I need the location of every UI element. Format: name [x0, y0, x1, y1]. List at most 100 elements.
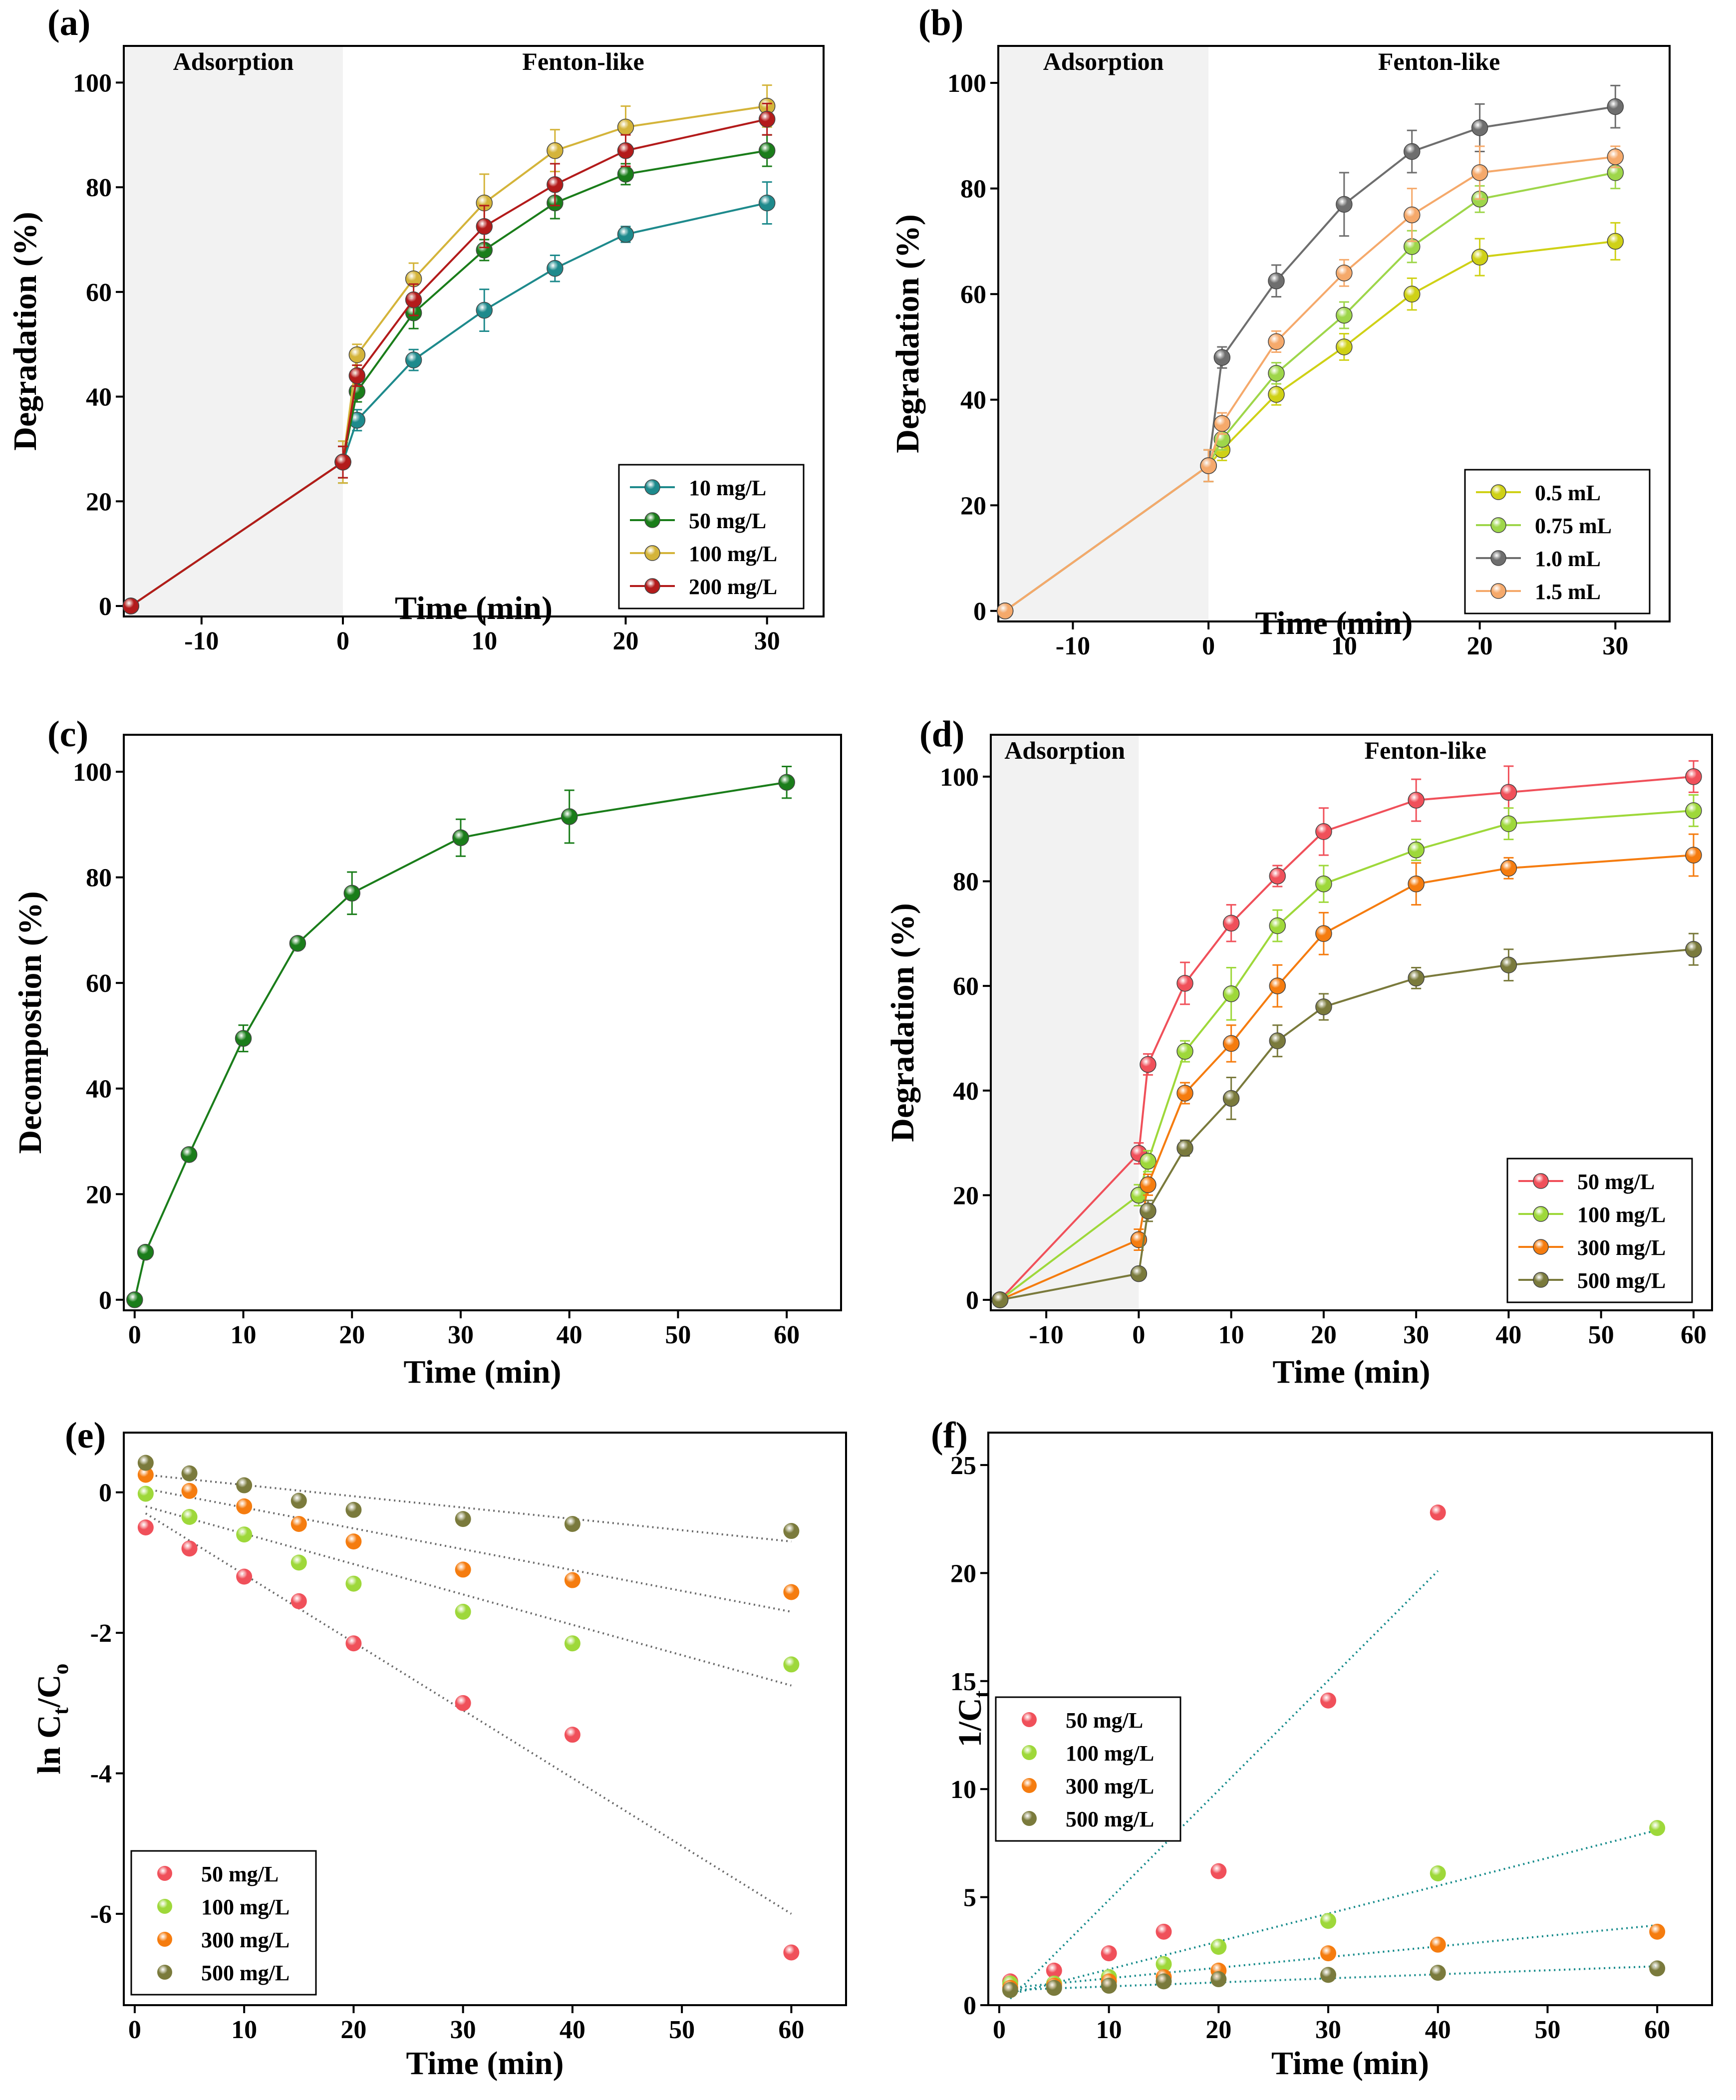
- legend-label: 100 mg/L: [689, 542, 777, 566]
- data-point: [181, 1508, 198, 1525]
- region-label-adsorption: Adsorption: [1043, 47, 1164, 75]
- data-point: [348, 346, 366, 363]
- x-tick-label: 0: [1202, 632, 1215, 660]
- data-point: [122, 598, 139, 614]
- legend-label: 0.75 mL: [1535, 514, 1612, 538]
- data-point: [290, 1493, 307, 1509]
- series-200-mg-l: [122, 102, 776, 614]
- legend: 50 mg/L 100 mg/L 300 mg/L 500 mg/L: [1506, 1158, 1693, 1303]
- data-point: [1403, 206, 1421, 224]
- legend-label: 1.5 mL: [1535, 580, 1601, 604]
- data-point: [1500, 815, 1517, 832]
- legend-marker: [1022, 1745, 1037, 1760]
- data-point: [345, 1575, 362, 1592]
- data-point: [617, 142, 634, 159]
- data-point: [1176, 1085, 1193, 1102]
- data-point: [1210, 1939, 1227, 1955]
- x-tick-label: 10: [1096, 2016, 1122, 2044]
- y-tick-label: 80: [960, 175, 986, 204]
- data-point: [181, 1465, 198, 1482]
- x-tick-label: -10: [184, 627, 219, 655]
- x-tick-label: 10: [1331, 632, 1357, 660]
- data-point: [1336, 265, 1353, 282]
- data-point: [455, 1603, 471, 1620]
- data-point: [181, 1540, 198, 1557]
- data-point: [1176, 1140, 1193, 1157]
- data-point: [1269, 1032, 1286, 1049]
- data-point: [996, 602, 1014, 619]
- series-line: [1000, 948, 1694, 1301]
- x-tick-label: 20: [1205, 2016, 1231, 2044]
- data-point: [1408, 969, 1425, 987]
- data-point: [1315, 998, 1332, 1015]
- data-point: [1156, 1956, 1172, 1972]
- data-point: [455, 1511, 471, 1527]
- x-tick-label: 30: [448, 1321, 474, 1349]
- legend-marker: [1022, 1778, 1037, 1793]
- panel-5: 0 10 20 30 40 50 60 0 5 10 15 20 25 Time (min) 1/Ct (f)…: [931, 1415, 1713, 2082]
- y-tick-label: 0: [99, 593, 112, 621]
- data-point: [758, 142, 776, 159]
- data-point: [1649, 1960, 1666, 1977]
- legend-marker: [1490, 484, 1506, 500]
- data-point: [1336, 306, 1353, 324]
- panel-label: (c): [47, 714, 88, 755]
- y-axis-label: Degradation (%): [889, 214, 926, 453]
- data-point: [1222, 914, 1240, 932]
- y-tick-label: 20: [86, 1181, 112, 1209]
- legend: 0.5 mL 0.75 mL 1.0 mL 1.5 mL: [1464, 469, 1651, 614]
- y-tick-label: 15: [950, 1668, 976, 1696]
- data-point: [1269, 917, 1286, 934]
- data-point: [1685, 768, 1702, 785]
- data-point: [1649, 1923, 1666, 1940]
- legend: 10 mg/L 50 mg/L 100 mg/L 200 mg/L: [618, 464, 805, 609]
- x-tick-label: 40: [557, 1321, 582, 1349]
- legend-marker: [1533, 1173, 1549, 1189]
- y-axis-label: Degradation (%): [7, 212, 43, 450]
- y-tick-label: 80: [953, 868, 979, 896]
- data-point: [758, 111, 776, 128]
- x-tick-label: 30: [1403, 1321, 1429, 1349]
- series-500-mg-l: [1002, 1960, 1666, 1998]
- y-tick-label: 10: [950, 1776, 976, 1804]
- y-tick-label: 60: [86, 279, 112, 307]
- y-tick-label: 40: [953, 1077, 979, 1106]
- x-tick-label: 60: [774, 1321, 800, 1349]
- fit-line: [1010, 1965, 1658, 1991]
- x-axis-label: Time (min): [395, 590, 553, 626]
- data-point: [476, 301, 493, 319]
- data-point: [1320, 1692, 1337, 1709]
- legend-marker: [644, 512, 660, 528]
- y-tick-label: -4: [90, 1760, 112, 1789]
- x-tick-label: 10: [1218, 1321, 1244, 1349]
- data-point: [564, 1727, 580, 1743]
- data-point: [561, 808, 578, 825]
- data-point: [1200, 457, 1217, 474]
- legend-label: 100 mg/L: [1577, 1202, 1666, 1227]
- data-point: [1320, 1945, 1337, 1962]
- data-point: [1222, 1090, 1240, 1107]
- legend-marker: [1022, 1712, 1037, 1727]
- series-300-mg-l: [137, 1467, 800, 1600]
- panel-0: Adsorption Fenton-like -10 0 10 20 30 0 20 40 60 80…: [7, 2, 825, 655]
- data-point: [1685, 802, 1702, 819]
- data-point: [1315, 925, 1332, 942]
- legend-label: 50 mg/L: [689, 509, 766, 533]
- legend-label: 300 mg/L: [1066, 1774, 1154, 1799]
- panel-4: 0 10 20 30 40 50 60 0 -2 -4 -6 Time (min) ln Ct/Co (e…: [31, 1415, 847, 2082]
- series-50-mg-l: [137, 1519, 800, 1961]
- y-tick-label: 20: [953, 1182, 979, 1210]
- data-point: [1607, 148, 1624, 165]
- legend-marker: [157, 1932, 172, 1947]
- data-point: [1685, 847, 1702, 864]
- data-point: [1607, 98, 1624, 115]
- data-point: [783, 1523, 800, 1539]
- series-decomposition: [126, 765, 795, 1308]
- data-point: [783, 1944, 800, 1961]
- x-tick-label: 20: [1467, 632, 1493, 660]
- data-point: [1408, 792, 1425, 809]
- data-point: [236, 1568, 253, 1585]
- panel-label: (b): [918, 2, 963, 43]
- legend-label: 1.0 mL: [1535, 547, 1601, 571]
- y-tick-label: 40: [86, 1075, 112, 1104]
